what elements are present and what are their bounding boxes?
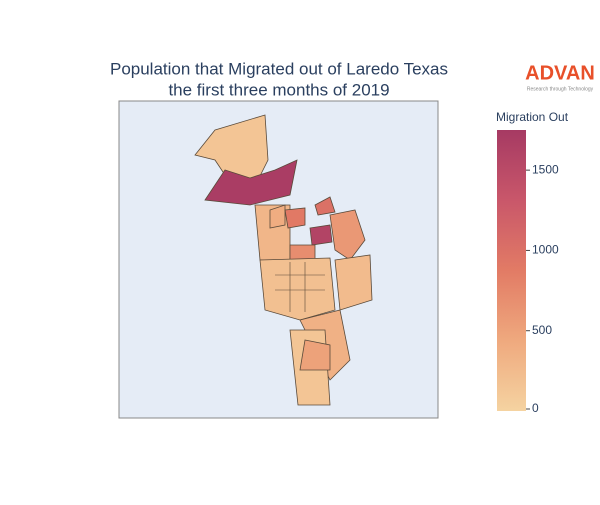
map <box>194 114 373 406</box>
region <box>334 254 373 311</box>
region <box>269 204 286 229</box>
region <box>329 209 366 261</box>
colorbar-tick-label: 500 <box>532 323 552 337</box>
colorbar-tick-label: 1000 <box>532 243 559 257</box>
logo: ADVAN <box>525 62 595 84</box>
region <box>204 159 298 206</box>
logo-tagline: Research through Technology <box>527 86 594 92</box>
colorbar-tick-label: 0 <box>532 401 539 415</box>
chart-title: the first three months of 2019 <box>168 80 389 99</box>
colorbar-tick-label: 1500 <box>532 162 559 176</box>
chart-title: Population that Migrated out of Laredo T… <box>110 59 448 78</box>
region <box>309 224 333 246</box>
region <box>299 339 331 371</box>
region <box>259 257 336 321</box>
region <box>314 196 336 216</box>
tract-border <box>275 262 325 312</box>
colorbar-title: Migration Out <box>496 110 569 124</box>
colorbar <box>497 130 526 411</box>
region <box>284 207 306 229</box>
